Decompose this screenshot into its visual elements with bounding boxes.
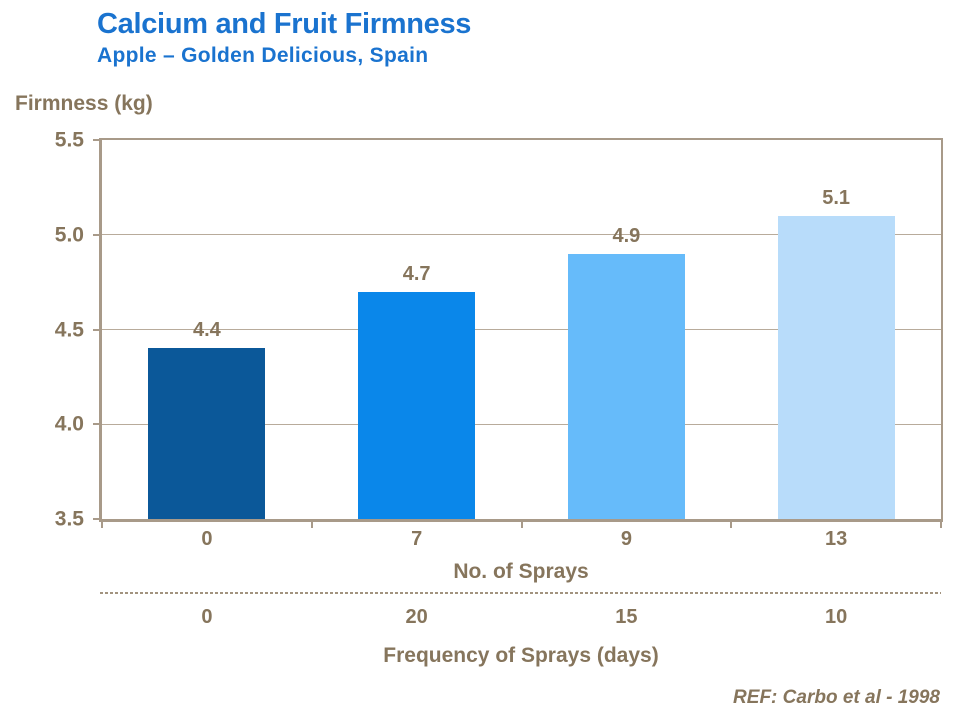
bar: [777, 215, 895, 519]
x-tick-mark: [310, 522, 313, 528]
reference-citation: REF: Carbo et al - 1998: [733, 687, 940, 708]
bar: [148, 348, 266, 519]
frequency-value: 20: [405, 606, 428, 628]
y-tick-mark: [93, 233, 101, 236]
x-tick-mark: [730, 522, 733, 528]
x-tick-mark: [940, 522, 942, 528]
x-axis-title: No. of Sprays: [453, 560, 589, 583]
y-tick-label: 4.0: [54, 412, 84, 436]
gridline: [102, 423, 941, 425]
x-category-label: 13: [825, 528, 848, 550]
frequency-value: 10: [825, 606, 848, 628]
frequency-value: 0: [201, 606, 213, 628]
y-axis-title: Firmness (kg): [15, 92, 153, 115]
y-tick-label: 5.0: [54, 223, 84, 247]
chart-title: Calcium and Fruit Firmness: [97, 8, 472, 40]
chart-subtitle: Apple – Golden Delicious, Spain: [97, 44, 429, 67]
x-tick-mark: [520, 522, 523, 528]
dashed-divider-line: [100, 592, 941, 594]
bar-value-label: 4.4: [192, 319, 221, 342]
bar-value-label: 4.7: [402, 262, 431, 285]
x-category-label: 7: [411, 528, 423, 550]
bar: [567, 253, 685, 519]
y-tick-mark: [93, 328, 101, 331]
plot-area: 4.4 4.7 4.9 5.1: [99, 138, 943, 522]
y-tick-label: 4.5: [54, 318, 84, 341]
x-category-label: 0: [201, 528, 213, 550]
secondary-axis-title: Frequency of Sprays (days): [383, 644, 659, 667]
y-tick-label: 5.5: [54, 128, 84, 152]
bar-value-label: 5.1: [822, 186, 851, 209]
y-tick-label: 3.5: [54, 507, 84, 531]
x-tick-mark: [101, 522, 103, 528]
bar: [358, 291, 476, 519]
bar-value-label: 4.9: [612, 224, 641, 247]
gridline: [102, 234, 941, 236]
y-tick-mark: [93, 423, 101, 426]
y-tick-mark: [93, 139, 101, 141]
frequency-value: 15: [615, 606, 638, 628]
gridline: [102, 329, 941, 330]
x-category-label: 9: [620, 528, 632, 550]
y-tick-mark: [93, 518, 101, 520]
